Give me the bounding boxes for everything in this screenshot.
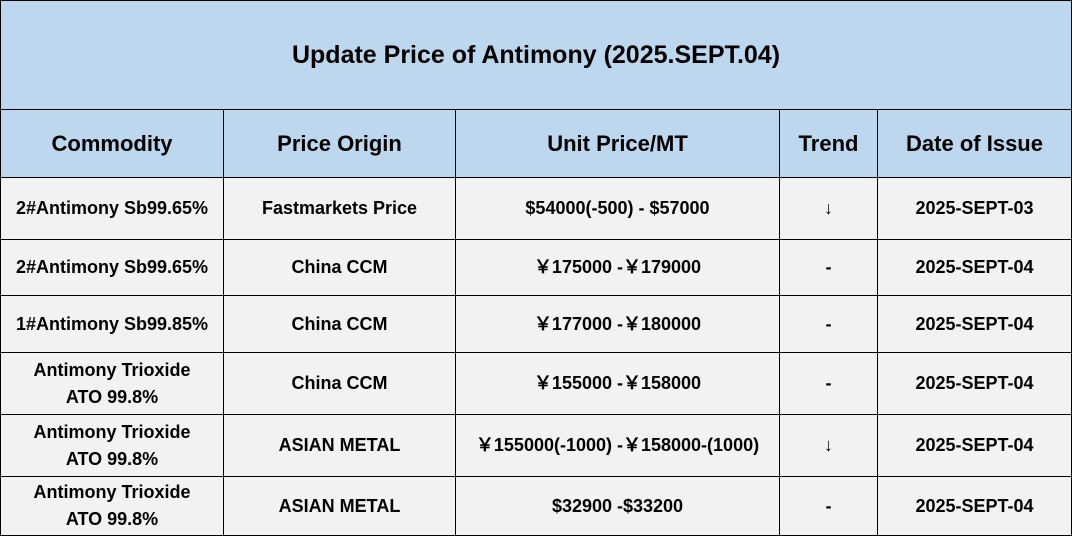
date-cell: 2025-SEPT-04 (876, 352, 1072, 415)
column-header-price-origin: Price Origin (223, 109, 456, 178)
table-row: 2#Antimony Sb99.65% Fastmarkets Price $5… (0, 177, 1072, 240)
table-row: Antimony Trioxide ATO 99.8% China CCM ￥1… (0, 352, 1072, 415)
trend-cell: - (779, 476, 878, 536)
unit-price-cell: ￥177000 -￥180000 (455, 295, 780, 353)
table-row: Antimony Trioxide ATO 99.8% ASIAN METAL … (0, 476, 1072, 536)
header-row: Commodity Price Origin Unit Price/MT Tre… (0, 109, 1072, 178)
unit-price-cell: $54000(-500) - $57000 (455, 177, 780, 240)
trend-cell: - (779, 239, 878, 296)
price-origin-cell: China CCM (223, 295, 456, 353)
column-header-trend: Trend (779, 109, 878, 178)
commodity-cell: Antimony Trioxide ATO 99.8% (0, 414, 224, 477)
price-origin-cell: China CCM (223, 239, 456, 296)
date-cell: 2025-SEPT-04 (876, 476, 1072, 536)
trend-down-arrow-icon: ↓ (779, 414, 878, 477)
unit-price-cell: $32900 -$33200 (455, 476, 780, 536)
date-cell: 2025-SEPT-04 (876, 239, 1072, 296)
column-header-date: Date of Issue (876, 109, 1072, 178)
date-cell: 2025-SEPT-04 (876, 295, 1072, 353)
date-cell: 2025-SEPT-03 (876, 177, 1072, 240)
column-header-commodity: Commodity (0, 109, 224, 178)
table-title: Update Price of Antimony (2025.SEPT.04) (0, 0, 1072, 110)
table-row: 1#Antimony Sb99.85% China CCM ￥177000 -￥… (0, 295, 1072, 353)
price-origin-cell: ASIAN METAL (223, 476, 456, 536)
trend-cell: - (779, 295, 878, 353)
trend-down-arrow-icon: ↓ (779, 177, 878, 240)
commodity-cell: 2#Antimony Sb99.65% (0, 239, 224, 296)
commodity-cell: Antimony Trioxide ATO 99.8% (0, 476, 224, 536)
trend-cell: - (779, 352, 878, 415)
table-row: Antimony Trioxide ATO 99.8% ASIAN METAL … (0, 414, 1072, 477)
price-origin-cell: ASIAN METAL (223, 414, 456, 477)
unit-price-cell: ￥155000 -￥158000 (455, 352, 780, 415)
unit-price-cell: ￥175000 -￥179000 (455, 239, 780, 296)
commodity-cell: Antimony Trioxide ATO 99.8% (0, 352, 224, 415)
price-origin-cell: China CCM (223, 352, 456, 415)
table-row: 2#Antimony Sb99.65% China CCM ￥175000 -￥… (0, 239, 1072, 296)
commodity-cell: 1#Antimony Sb99.85% (0, 295, 224, 353)
title-row: Update Price of Antimony (2025.SEPT.04) (0, 0, 1072, 110)
date-cell: 2025-SEPT-04 (876, 414, 1072, 477)
column-header-unit-price: Unit Price/MT (455, 109, 780, 178)
commodity-cell: 2#Antimony Sb99.65% (0, 177, 224, 240)
unit-price-cell: ￥155000(-1000) -￥158000-(1000) (455, 414, 780, 477)
price-origin-cell: Fastmarkets Price (223, 177, 456, 240)
